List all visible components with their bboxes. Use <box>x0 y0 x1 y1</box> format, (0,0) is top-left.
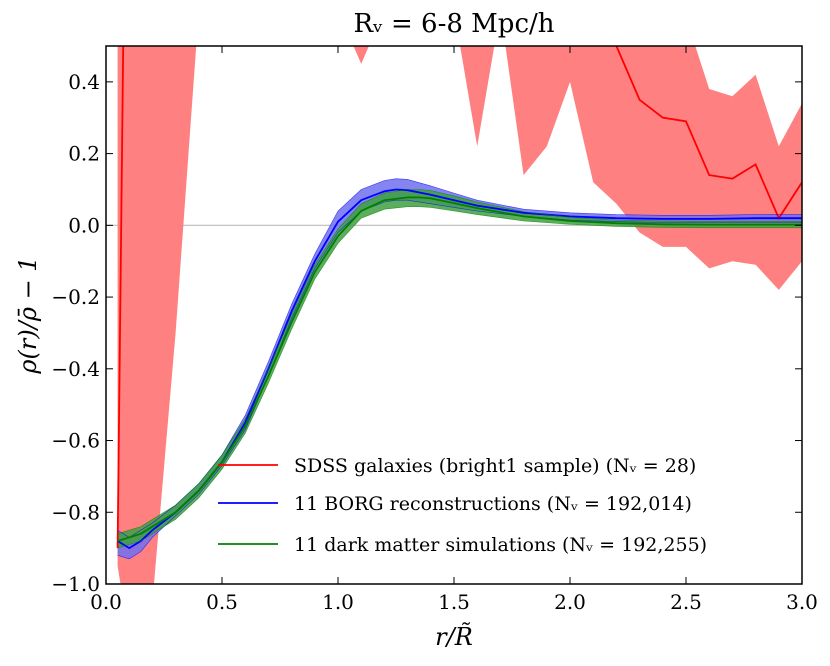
legend-label-borg: 11 BORG reconstructions (Nᵥ = 192,014) <box>294 493 692 515</box>
legend: SDSS galaxies (bright1 sample) (Nᵥ = 28)… <box>218 455 707 556</box>
x-tick-label: 1.5 <box>438 590 470 614</box>
legend-label-dm: 11 dark matter simulations (Nᵥ = 192,255… <box>294 534 707 556</box>
legend-label-sdss: SDSS galaxies (bright1 sample) (Nᵥ = 28) <box>294 455 696 477</box>
band-edge-upper-dm <box>117 189 802 535</box>
plot-area <box>106 46 802 584</box>
x-axis: 0.0 0.5 1.0 1.5 2.0 2.5 3.0 <box>90 46 818 614</box>
y-tick-label: −0.2 <box>51 285 100 309</box>
x-tick-label: 2.5 <box>670 590 702 614</box>
y-tick-label: −1.0 <box>51 572 100 596</box>
x-axis-label: r/R̃ <box>435 623 473 651</box>
band-borg <box>117 178 802 559</box>
y-tick-label: −0.8 <box>51 500 100 524</box>
y-tick-label: 0.2 <box>68 142 100 166</box>
x-tick-label: 0.0 <box>90 590 122 614</box>
x-tick-label: 2.0 <box>554 590 586 614</box>
band-edge-lower-dm <box>117 206 802 549</box>
y-tick-label: −0.6 <box>51 429 100 453</box>
x-tick-label: 3.0 <box>786 590 818 614</box>
y-tick-label: 0.4 <box>68 70 100 94</box>
line-sdss <box>116 46 802 549</box>
line-dm <box>117 196 802 542</box>
y-tick-label: −0.4 <box>51 357 100 381</box>
y-tick-label: 0.0 <box>68 213 100 237</box>
x-tick-label: 0.5 <box>206 590 238 614</box>
x-tick-label: 1.0 <box>322 590 354 614</box>
y-axis-label: ρ(r)/ρ̄ − 1 <box>14 256 42 374</box>
band-sdss <box>117 46 802 584</box>
chart-title: Rᵥ = 6-8 Mpc/h <box>353 9 554 39</box>
y-axis: −1.0 −0.8 −0.6 −0.4 −0.2 0.0 0.2 0.4 <box>51 70 802 596</box>
series-lines <box>116 46 802 560</box>
